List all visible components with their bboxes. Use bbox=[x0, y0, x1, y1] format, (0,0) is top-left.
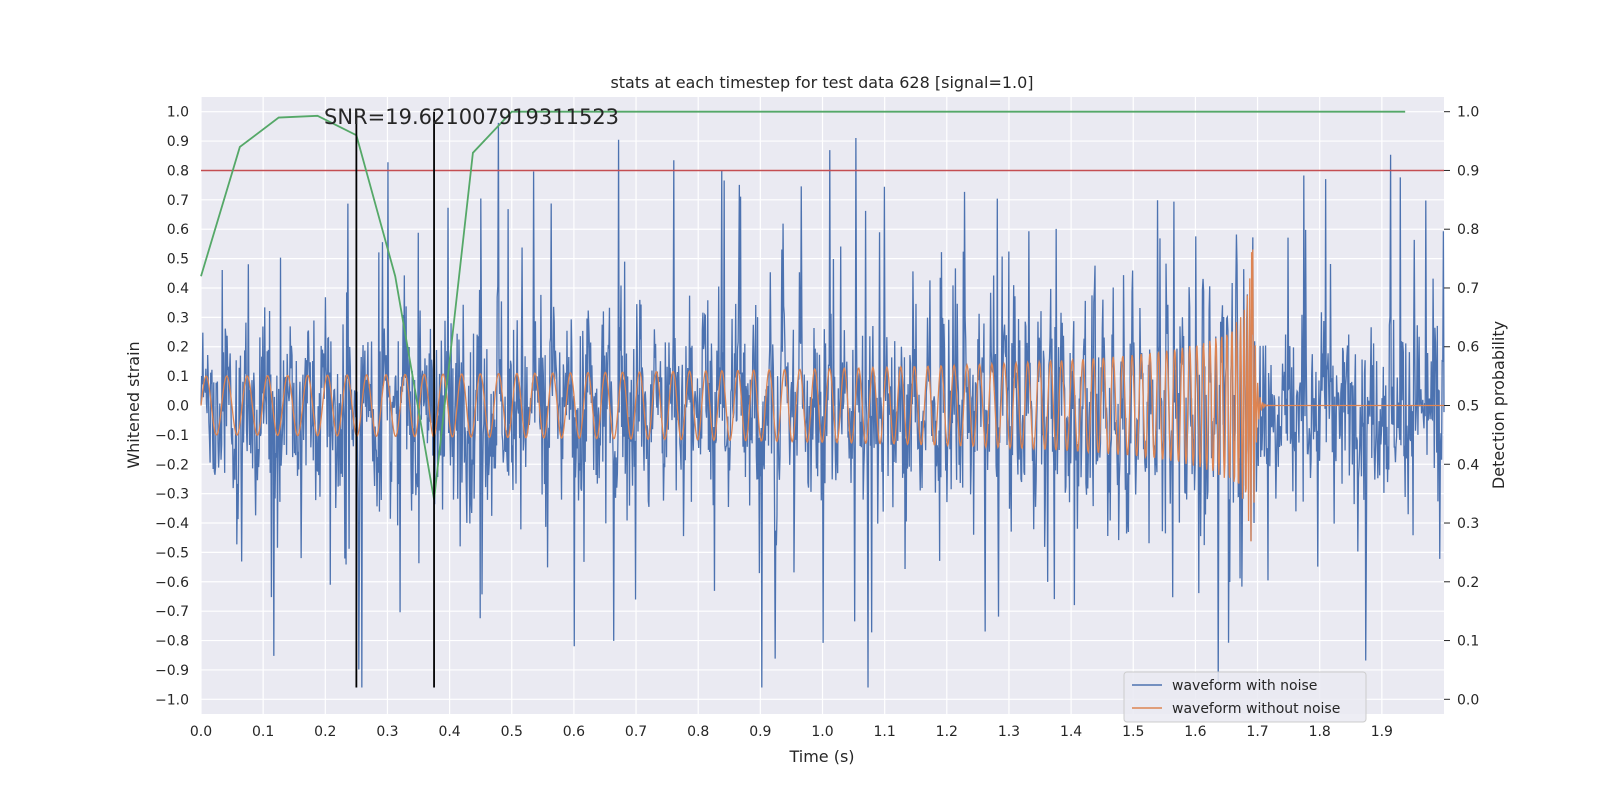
y-tick-label: 0.8 bbox=[167, 163, 189, 179]
noisy-waveform-line bbox=[200, 122, 1445, 688]
x-tick-label: 1.7 bbox=[1246, 724, 1268, 740]
x-tick-label: 0.3 bbox=[376, 724, 398, 740]
x-tick-label: 0.8 bbox=[687, 724, 709, 740]
x-tick-label: 0.9 bbox=[749, 724, 771, 740]
y-tick-label: −0.5 bbox=[155, 545, 189, 561]
x-tick-label: 0.5 bbox=[501, 724, 523, 740]
y2-tick-label: 0.7 bbox=[1457, 281, 1479, 297]
x-tick-label: 1.3 bbox=[998, 724, 1020, 740]
y-tick-label: 0.9 bbox=[167, 134, 189, 150]
x-tick-label: 0.6 bbox=[563, 724, 585, 740]
y2-axis-label: Detection probability bbox=[1489, 321, 1508, 489]
x-tick-label: 0.2 bbox=[314, 724, 336, 740]
y-tick-label: −0.6 bbox=[155, 575, 189, 591]
y-axis-label: Whitened strain bbox=[124, 341, 143, 468]
x-tick-label: 0.1 bbox=[252, 724, 274, 740]
y-tick-label: −0.9 bbox=[155, 663, 189, 679]
x-tick-label: 0.0 bbox=[190, 724, 212, 740]
y2-tick-label: 0.6 bbox=[1457, 340, 1479, 356]
snr-annotation: SNR=19.621007919311523 bbox=[324, 105, 619, 129]
x-tick-label: 0.4 bbox=[438, 724, 460, 740]
x-tick-label: 1.9 bbox=[1371, 724, 1393, 740]
y2-tick-label: 1.0 bbox=[1457, 105, 1479, 121]
y2-tick-label: 0.1 bbox=[1457, 634, 1479, 650]
y-tick-label: 0.4 bbox=[167, 281, 189, 297]
chart-title: stats at each timestep for test data 628… bbox=[610, 73, 1033, 92]
clean-waveform-line bbox=[200, 249, 1444, 542]
legend-label-clean: waveform without noise bbox=[1172, 701, 1340, 717]
x-tick-label: 1.5 bbox=[1122, 724, 1144, 740]
series-waveform-without-noise bbox=[200, 249, 1444, 542]
x-tick-label: 1.2 bbox=[936, 724, 958, 740]
legend-box bbox=[1123, 671, 1367, 723]
overlay bbox=[200, 110, 1444, 688]
y-tick-label: 0.0 bbox=[167, 399, 189, 415]
y-tick-label: 0.6 bbox=[167, 222, 189, 238]
detection-probability-line bbox=[200, 110, 1406, 500]
series-waveform-with-noise bbox=[200, 122, 1445, 688]
y-tick-label: 0.2 bbox=[167, 340, 189, 356]
y-tick-label: 0.1 bbox=[167, 369, 189, 385]
x-tick-label: 1.4 bbox=[1060, 724, 1082, 740]
y-tick-label: −0.4 bbox=[155, 516, 189, 532]
x-axis-label: Time (s) bbox=[788, 747, 854, 766]
y-tick-label: −0.7 bbox=[155, 604, 189, 620]
x-tick-label: 1.8 bbox=[1309, 724, 1331, 740]
y2-tick-label: 0.5 bbox=[1457, 399, 1479, 415]
axes: 0.0 0.1 0.2 0.3 0.4 0.5 0.6 0.7 0.8 0.9 1.0 1.1 1.2 1… bbox=[155, 105, 1479, 740]
y2-tick-label: 0.3 bbox=[1457, 516, 1479, 532]
y-tick-label: 0.7 bbox=[167, 193, 189, 209]
legend-label-noisy: waveform with noise bbox=[1172, 678, 1317, 694]
x-tick-label: 1.6 bbox=[1184, 724, 1206, 740]
y-tick-label: −0.2 bbox=[155, 457, 189, 473]
legend: waveform with noise waveform without noi… bbox=[1123, 671, 1367, 723]
y2-tick-label: 0.0 bbox=[1457, 692, 1479, 708]
x-tick-label: 1.1 bbox=[874, 724, 896, 740]
y-tick-label: 1.0 bbox=[167, 105, 189, 121]
y2-tick-label: 0.4 bbox=[1457, 457, 1479, 473]
y-tick-label: −1.0 bbox=[155, 692, 189, 708]
y-tick-label: 0.5 bbox=[167, 252, 189, 268]
y-tick-label: 0.3 bbox=[167, 310, 189, 326]
y-tick-label: −0.3 bbox=[155, 487, 189, 503]
y-tick-label: −0.1 bbox=[155, 428, 189, 444]
x-tick-label: 1.0 bbox=[811, 724, 833, 740]
y2-tick-label: 0.8 bbox=[1457, 222, 1479, 238]
x-tick-label: 0.7 bbox=[625, 724, 647, 740]
y2-tick-label: 0.9 bbox=[1457, 163, 1479, 179]
y-tick-label: −0.8 bbox=[155, 634, 189, 650]
y2-tick-label: 0.2 bbox=[1457, 575, 1479, 591]
